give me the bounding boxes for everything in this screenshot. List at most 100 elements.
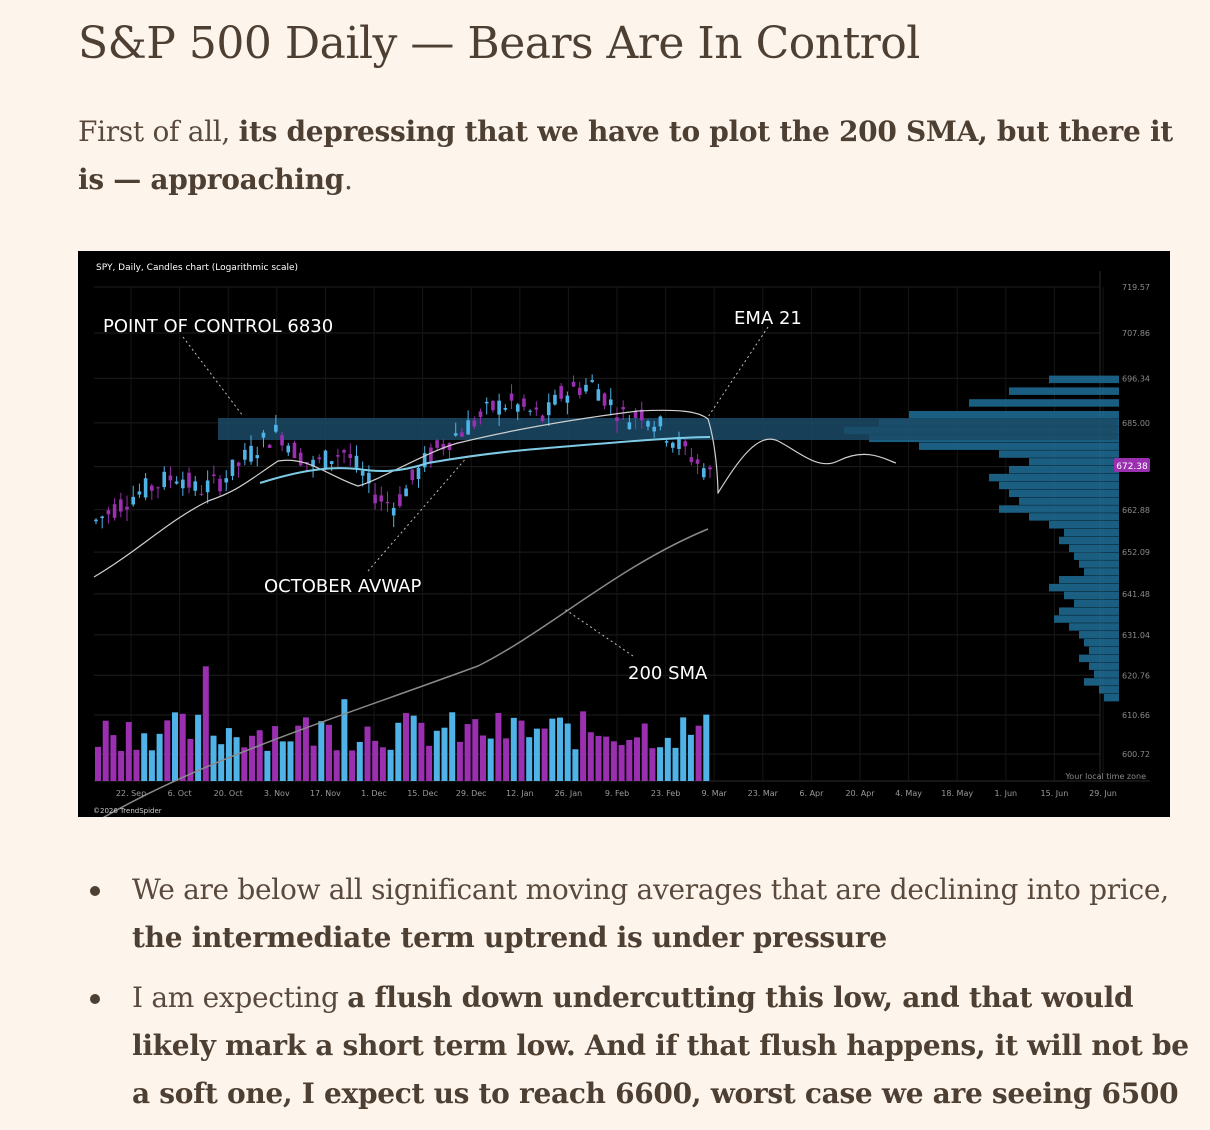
volume-bar bbox=[95, 746, 101, 781]
volume-bar bbox=[195, 714, 202, 781]
x-tick-label: 6. Oct bbox=[168, 789, 192, 798]
candle-body bbox=[373, 494, 377, 504]
candle-body bbox=[695, 459, 700, 464]
x-tick-label: 1. Jun bbox=[994, 789, 1017, 798]
chart-title: SPY, Daily, Candles chart (Logarithmic s… bbox=[96, 263, 298, 273]
volume-profile-bar bbox=[1049, 583, 1119, 592]
volume-bar bbox=[526, 737, 533, 781]
annotation-ema-21: EMA 21 bbox=[734, 308, 802, 329]
volume-bar bbox=[164, 720, 171, 781]
volume-bar bbox=[687, 734, 694, 781]
x-tick-label: 17. Nov bbox=[310, 789, 341, 798]
volume-profile-bar bbox=[1084, 568, 1119, 576]
candle-body bbox=[435, 440, 439, 448]
candle-body bbox=[274, 424, 278, 432]
candle-body bbox=[515, 404, 520, 412]
volume-profile-bar bbox=[1049, 520, 1119, 529]
bullet-item: We are below all significant moving aver… bbox=[84, 866, 1194, 962]
spy-chart[interactable]: 719.57707.86696.34685.00673.85662.88652.… bbox=[78, 251, 1170, 817]
volume-bar bbox=[587, 732, 594, 781]
volume-bar bbox=[349, 750, 356, 781]
candle-body bbox=[199, 493, 204, 495]
volume-bar bbox=[210, 735, 217, 781]
candle-body bbox=[317, 457, 322, 460]
annotation-200-sma: 200 SMA bbox=[628, 663, 708, 684]
x-tick-label: 29. Jun bbox=[1089, 789, 1117, 798]
volume-profile-bar bbox=[1009, 489, 1119, 498]
volume-bar bbox=[703, 714, 710, 781]
y-tick-label: 631.04 bbox=[1122, 631, 1150, 640]
candle-body bbox=[360, 470, 365, 476]
candle-body bbox=[447, 442, 452, 451]
candle-body bbox=[187, 472, 191, 488]
volume-bar bbox=[295, 725, 302, 781]
candle-body bbox=[559, 385, 563, 399]
y-tick-label: 610.66 bbox=[1122, 711, 1150, 720]
candle-body bbox=[441, 443, 446, 450]
x-tick-label: 26. Jan bbox=[555, 789, 583, 798]
candles bbox=[94, 374, 712, 529]
volume-bar bbox=[141, 733, 148, 781]
candle-body bbox=[466, 420, 470, 435]
intro-bold: its depressing that we have to plot the … bbox=[78, 115, 1173, 196]
candle-body bbox=[112, 504, 117, 518]
chart-grid bbox=[94, 271, 1150, 782]
volume-bar bbox=[610, 741, 617, 781]
candle-body bbox=[652, 426, 656, 432]
volume-bar bbox=[356, 741, 363, 781]
volume-profile-bar bbox=[1099, 686, 1119, 694]
volume-bar bbox=[133, 749, 140, 781]
candle-body bbox=[639, 409, 644, 421]
candle-body bbox=[677, 437, 681, 449]
volume-bar bbox=[572, 749, 579, 781]
candle-body bbox=[298, 452, 303, 466]
volume-bar bbox=[564, 723, 571, 781]
bullet-bold: the intermediate term uptrend is under p… bbox=[132, 921, 887, 954]
x-axis: 22. Sep 6. Oct 20. Oct 3. Nov 17. Nov 1. Dec 1… bbox=[116, 789, 1117, 798]
volume-bar bbox=[410, 715, 417, 781]
volume-bar bbox=[364, 726, 371, 781]
volume-profile-bar bbox=[1084, 638, 1119, 647]
candle-body bbox=[590, 380, 594, 382]
candle-body bbox=[416, 467, 421, 479]
candle-body bbox=[168, 475, 173, 481]
candle-body bbox=[367, 472, 371, 484]
volume-profile-bar bbox=[1049, 375, 1119, 384]
volume-bar bbox=[302, 717, 309, 781]
volume-profile-bar bbox=[1009, 465, 1119, 474]
x-tick-label: 3. Nov bbox=[264, 789, 290, 798]
volume-bar bbox=[287, 741, 294, 781]
volume-bar bbox=[426, 745, 433, 781]
candle-body bbox=[224, 478, 229, 483]
volume-bar bbox=[456, 741, 463, 781]
volume-bar bbox=[233, 737, 240, 781]
x-tick-label: 22. Sep bbox=[116, 789, 146, 798]
volume-bar bbox=[395, 722, 402, 781]
volume-bar bbox=[580, 711, 587, 781]
y-tick-label: 641.48 bbox=[1122, 590, 1150, 599]
volume-bar bbox=[541, 728, 548, 781]
candle-body bbox=[497, 400, 501, 415]
candle-body bbox=[218, 478, 222, 492]
candle-body bbox=[429, 447, 433, 463]
candle-body bbox=[422, 453, 427, 468]
volume-bar bbox=[372, 740, 379, 781]
candle-body bbox=[236, 462, 241, 466]
volume-bar bbox=[664, 737, 671, 781]
candle-body bbox=[354, 455, 359, 468]
volume-profile-bar bbox=[989, 473, 1119, 482]
volume-bar bbox=[672, 747, 679, 781]
volume-bar bbox=[418, 722, 425, 781]
candle-body bbox=[292, 442, 297, 459]
candle-body bbox=[540, 415, 545, 421]
volume-bar bbox=[557, 717, 563, 781]
x-tick-label: 9. Feb bbox=[605, 789, 629, 798]
x-tick-label: 15. Dec bbox=[407, 789, 438, 798]
bullet-text: I am expecting bbox=[132, 981, 348, 1014]
candle-body bbox=[249, 445, 253, 462]
candle-body bbox=[255, 455, 260, 459]
volume-bar bbox=[634, 737, 640, 781]
candle-body bbox=[491, 400, 495, 411]
volume-profile-bar bbox=[1059, 576, 1119, 584]
volume-bars bbox=[95, 666, 710, 781]
